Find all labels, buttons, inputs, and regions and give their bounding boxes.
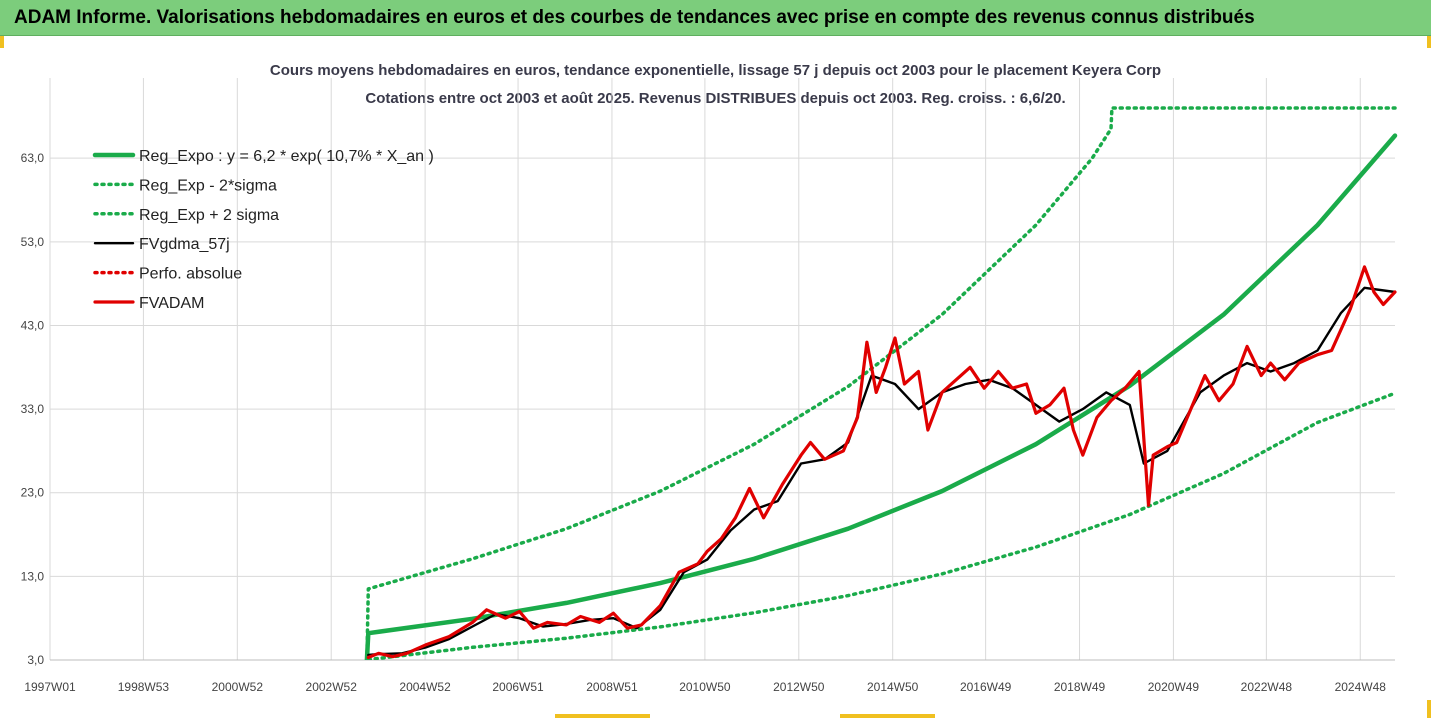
y-tick-label: 43,0 xyxy=(21,318,45,332)
x-tick-label: 2018W49 xyxy=(1054,680,1106,694)
x-tick-label: 1997W01 xyxy=(24,680,76,694)
grid xyxy=(49,78,1395,661)
report-title: ADAM Informe. Valorisations hebdomadaire… xyxy=(14,7,1255,28)
corner-mark-top-left xyxy=(0,36,4,48)
y-tick-label: 13,0 xyxy=(21,569,45,583)
legend-label: Reg_Expo : y = 6,2 * exp( 10,7% * X_an ) xyxy=(139,148,434,165)
series-line-1 xyxy=(366,391,1397,660)
x-tick-label: 2024W48 xyxy=(1335,680,1387,694)
legend-label: FVgdma_57j xyxy=(139,236,230,253)
x-tick-label: 2008W51 xyxy=(586,680,638,694)
corner-mark-top-right xyxy=(1427,36,1431,48)
x-tick-label: 2012W50 xyxy=(773,680,825,694)
x-tick-label: 2006W51 xyxy=(492,680,544,694)
x-tick-label: 2016W49 xyxy=(960,680,1012,694)
y-tick-label: 63,0 xyxy=(21,151,45,165)
legend-label: Perfo. absolue xyxy=(139,266,242,283)
chart-subtitle: Cotations entre oct 2003 et août 2025. R… xyxy=(365,90,1066,107)
x-tick-label: 2000W52 xyxy=(212,680,264,694)
y-tick-label: 23,0 xyxy=(21,486,45,500)
x-tick-label: 2022W48 xyxy=(1241,680,1293,694)
corner-mark-bottom-a xyxy=(555,714,650,718)
series-line-0 xyxy=(364,133,1398,660)
chart-title: Cours moyens hebdomadaires en euros, ten… xyxy=(269,62,1162,79)
x-tick-label: 2004W52 xyxy=(399,680,451,694)
legend-label: Reg_Exp - 2*sigma xyxy=(139,177,277,194)
x-tick-label: 2020W49 xyxy=(1148,680,1200,694)
x-tick-label: 2010W50 xyxy=(679,680,731,694)
y-tick-label: 3,0 xyxy=(27,653,44,667)
y-tick-label: 53,0 xyxy=(21,235,45,249)
legend: Reg_Expo : y = 6,2 * exp( 10,7% * X_an )… xyxy=(92,148,434,312)
series-line-2 xyxy=(365,106,1397,660)
axes: 3,0 13,0 23,0 33,0 43,0 53,0 63,0 1997W01 1998W5… xyxy=(21,151,1395,694)
series-line-5 xyxy=(366,265,1397,660)
corner-mark-bottom-b xyxy=(840,714,935,718)
y-tick-label: 33,0 xyxy=(21,402,45,416)
report-banner: ADAM Informe. Valorisations hebdomadaire… xyxy=(0,0,1431,36)
series-line-3 xyxy=(367,286,1397,657)
corner-mark-bottom-right xyxy=(1427,700,1431,718)
legend-label: FVADAM xyxy=(139,295,204,312)
series-lines xyxy=(364,106,1398,660)
x-tick-label: 1998W53 xyxy=(118,680,170,694)
x-tick-label: 2014W50 xyxy=(867,680,919,694)
x-tick-label: 2002W52 xyxy=(306,680,358,694)
legend-label: Reg_Exp + 2 sigma xyxy=(139,207,279,224)
